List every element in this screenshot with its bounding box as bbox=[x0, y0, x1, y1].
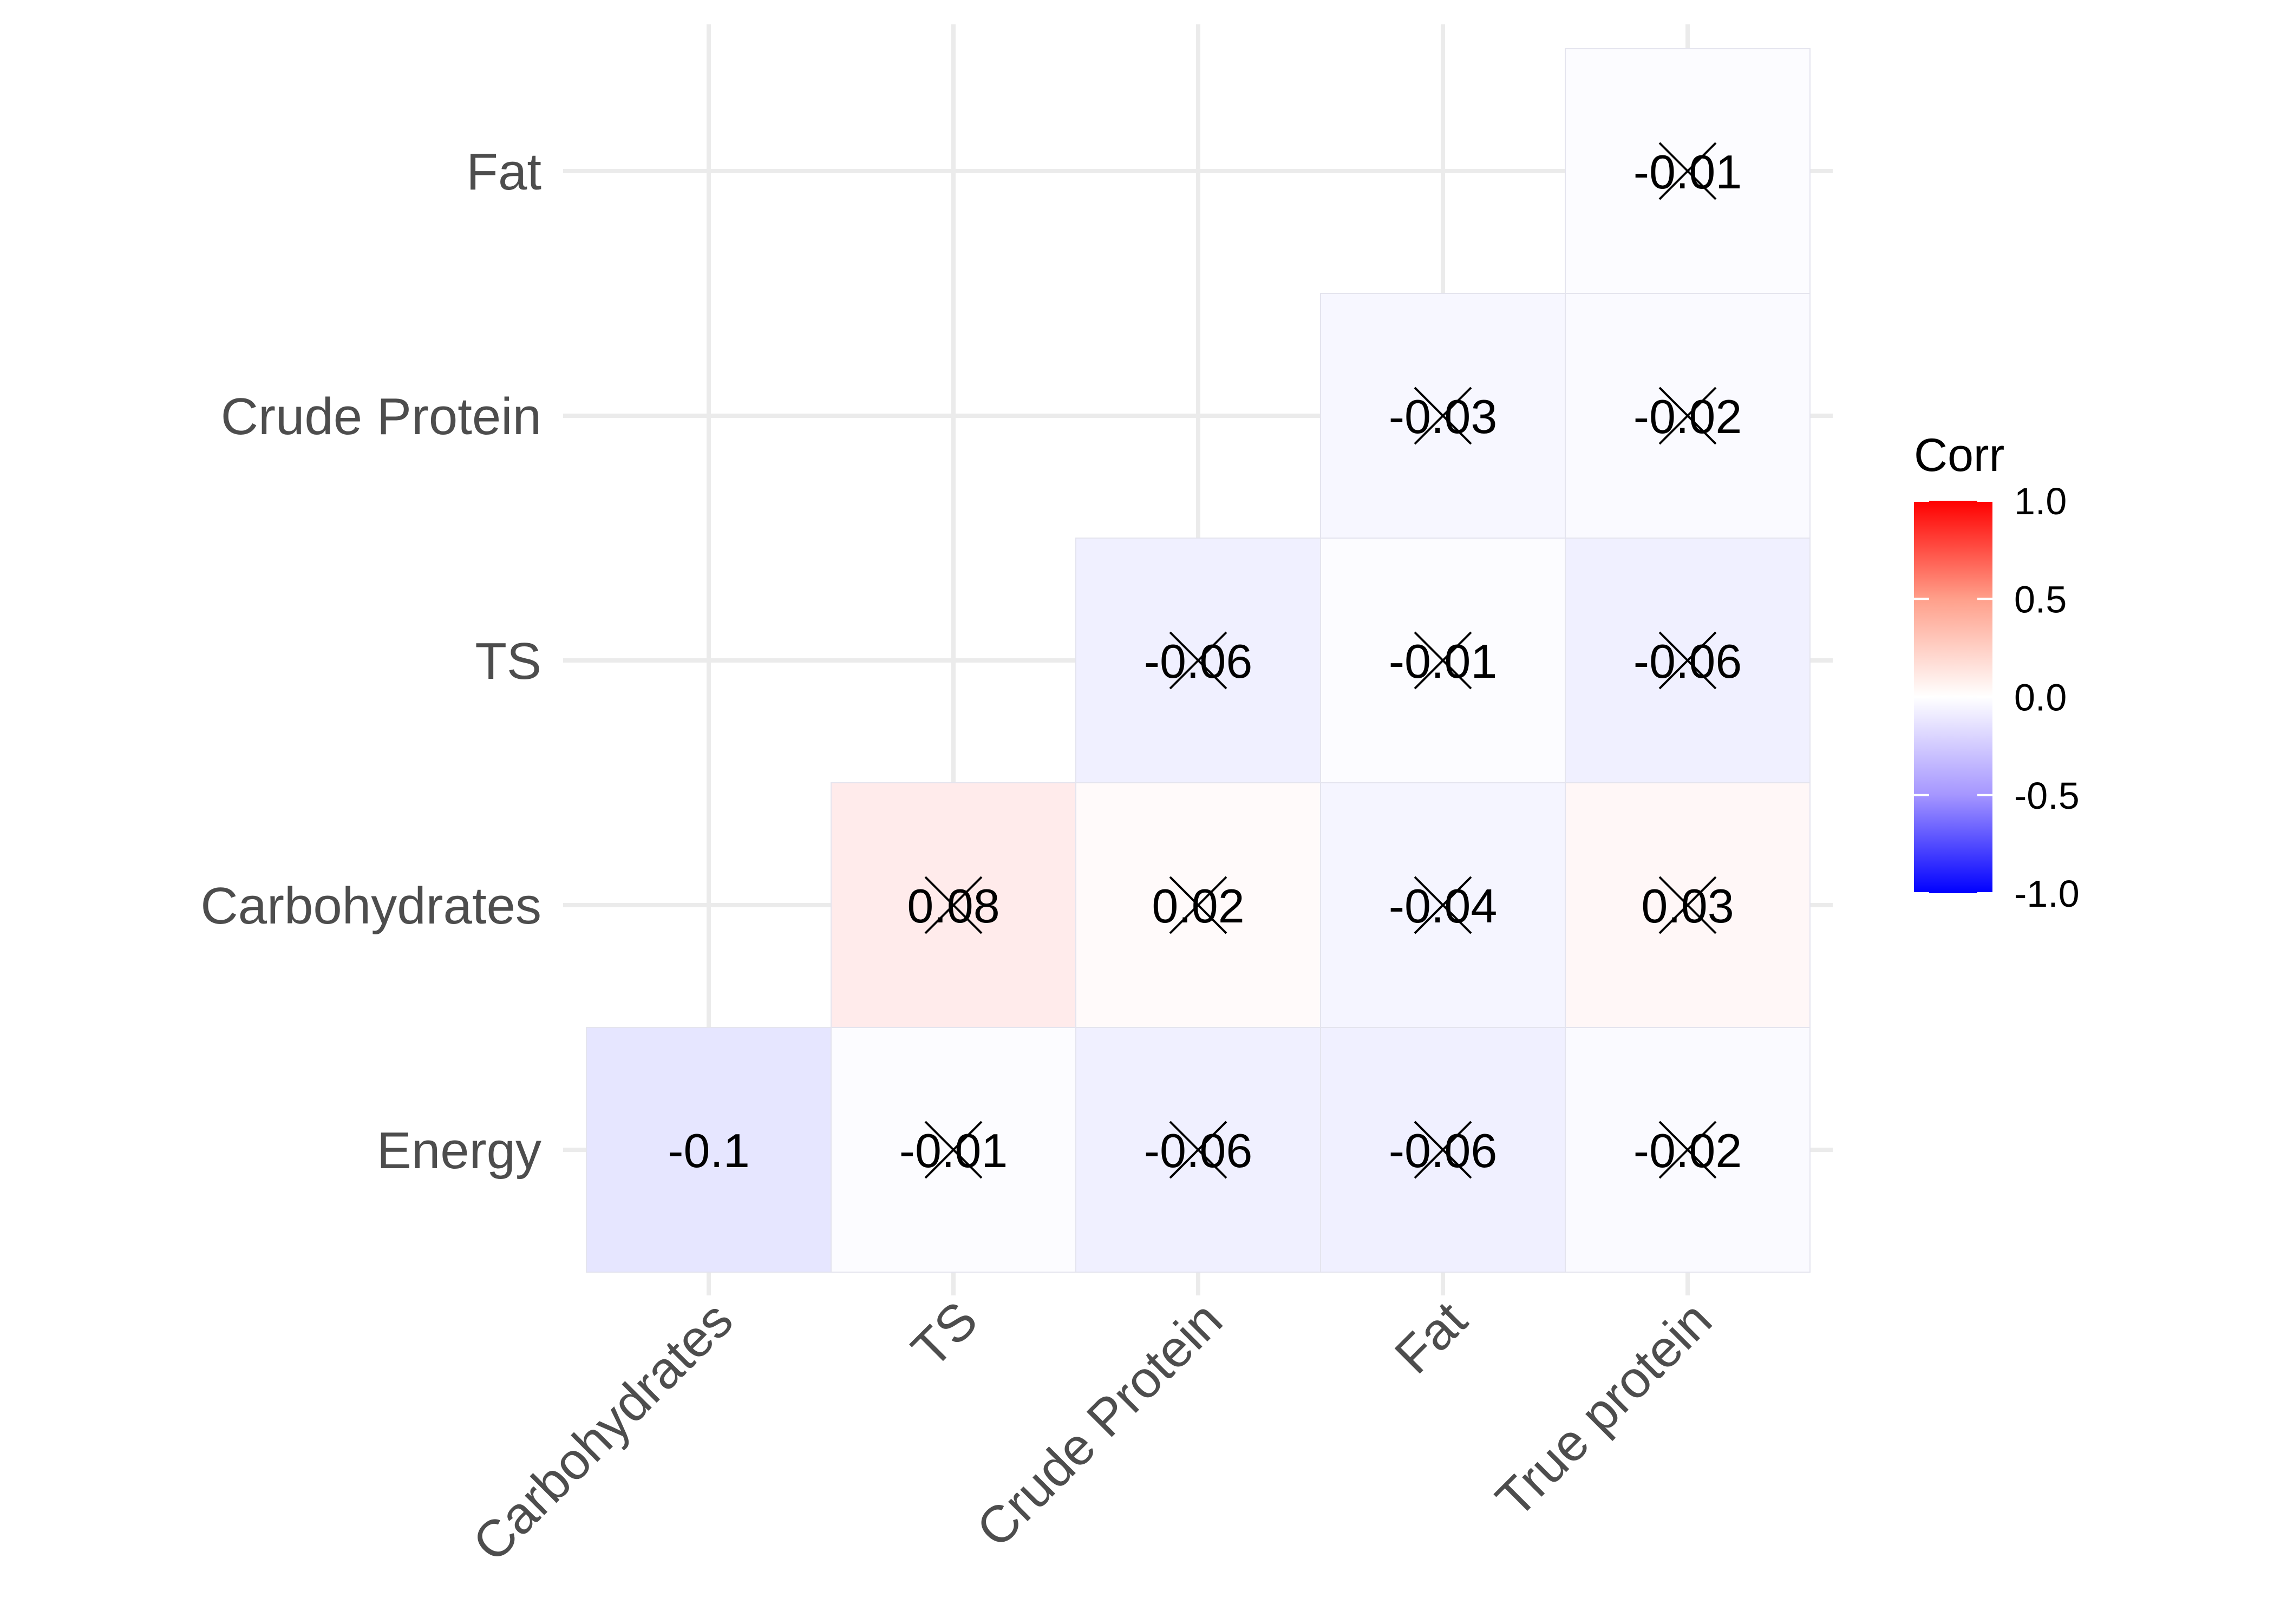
legend-tick-label: -1.0 bbox=[2014, 873, 2080, 915]
x-tick-label: Carbohydrates bbox=[462, 1291, 744, 1573]
y-tick-label: Fat bbox=[466, 143, 541, 201]
x-tick-label: TS bbox=[900, 1291, 988, 1378]
insignificance-cross bbox=[1169, 1121, 1227, 1179]
heatmap-cells: -0.1-0.01-0.06-0.06-0.020.080.02-0.040.0… bbox=[586, 48, 1811, 1273]
heatmap-cell: -0.1 bbox=[586, 1027, 832, 1273]
heatmap-cell: -0.06 bbox=[1075, 1027, 1321, 1273]
y-tick-label: Energy bbox=[377, 1122, 541, 1180]
legend-title: Corr bbox=[1914, 429, 2004, 481]
cell-tile bbox=[1565, 293, 1811, 539]
cell-tile bbox=[586, 1027, 832, 1273]
color-legend: Corr 1.0 0.5 0.0 -0.5 -1.0 bbox=[1914, 429, 2080, 915]
y-axis-tick-labels: Energy Carbohydrates TS Crude Protein Fat bbox=[200, 143, 541, 1180]
insignificance-cross bbox=[1658, 387, 1717, 445]
insignificance-cross bbox=[1658, 631, 1717, 690]
legend-tick-label: 0.5 bbox=[2014, 578, 2067, 620]
insignificance-cross bbox=[1414, 876, 1472, 934]
insignificance-cross bbox=[1658, 142, 1717, 200]
heatmap-cell: -0.03 bbox=[1320, 293, 1566, 539]
heatmap-cell: -0.02 bbox=[1565, 1027, 1811, 1273]
cell-value-label: -0.1 bbox=[668, 1124, 750, 1177]
insignificance-cross bbox=[1169, 876, 1227, 934]
heatmap-cell: -0.06 bbox=[1565, 538, 1811, 783]
x-tick-label: Fat bbox=[1384, 1291, 1478, 1385]
y-tick-label: Crude Protein bbox=[221, 388, 541, 446]
heatmap-cell: 0.02 bbox=[1075, 782, 1321, 1028]
heatmap-cell: 0.08 bbox=[831, 782, 1076, 1028]
x-tick-label: True protein bbox=[1485, 1291, 1723, 1528]
insignificance-cross bbox=[1414, 1121, 1472, 1179]
insignificance-cross bbox=[1414, 631, 1472, 690]
legend-tick-label: 1.0 bbox=[2014, 480, 2067, 522]
heatmap-cell: -0.06 bbox=[1075, 538, 1321, 783]
x-tick-label: Crude Protein bbox=[965, 1291, 1233, 1558]
legend-tick-label: 0.0 bbox=[2014, 677, 2067, 719]
heatmap-cell: -0.06 bbox=[1320, 1027, 1566, 1273]
legend-tick-label: -0.5 bbox=[2014, 775, 2080, 817]
insignificance-cross bbox=[924, 876, 983, 934]
heatmap-cell: 0.03 bbox=[1565, 782, 1811, 1028]
heatmap-cell: -0.01 bbox=[831, 1027, 1076, 1273]
heatmap-cell: -0.01 bbox=[1320, 538, 1566, 783]
insignificance-cross bbox=[1658, 1121, 1717, 1179]
insignificance-cross bbox=[1169, 631, 1227, 690]
heatmap-cell: -0.04 bbox=[1320, 782, 1566, 1028]
heatmap-cell: -0.02 bbox=[1565, 293, 1811, 539]
y-tick-label: Carbohydrates bbox=[200, 877, 541, 935]
insignificance-cross bbox=[924, 1121, 983, 1179]
y-tick-label: TS bbox=[475, 632, 541, 690]
heatmap-cell: -0.01 bbox=[1565, 48, 1811, 294]
insignificance-cross bbox=[1414, 387, 1472, 445]
insignificance-cross bbox=[1658, 876, 1717, 934]
